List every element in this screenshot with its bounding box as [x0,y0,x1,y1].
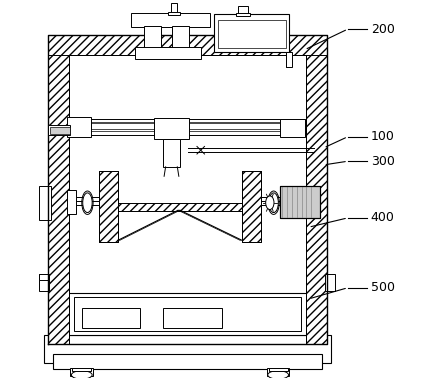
Bar [242,171,261,242]
Bar [168,12,180,15]
Text: 300: 300 [371,155,395,168]
Bar [269,368,288,371]
Bar [54,354,322,369]
Bar [67,293,308,335]
Bar [44,335,331,363]
Bar [70,119,305,135]
Bar [50,127,70,134]
Bar [70,368,93,376]
Bar [99,171,118,242]
Bar [163,308,222,329]
Text: 400: 400 [371,211,395,224]
Bar [72,368,91,371]
Bar [242,171,261,242]
Bar [39,274,49,280]
Bar [48,35,69,344]
Text: 100: 100 [371,130,395,143]
Bar [236,13,250,16]
Bar [131,13,210,27]
Bar [118,203,242,211]
Bar [325,274,335,291]
Bar [163,138,180,167]
Bar [48,35,327,55]
Bar [118,203,242,211]
Bar [267,368,289,376]
Bar [67,190,76,214]
Bar [280,186,320,218]
Ellipse shape [268,371,288,379]
Bar [280,186,320,218]
Text: 500: 500 [371,281,395,294]
Ellipse shape [83,193,92,213]
Text: 200: 200 [371,22,395,36]
Bar [154,118,190,138]
Bar [144,26,161,48]
Bar [39,274,49,291]
Bar [99,171,118,242]
Bar [280,119,305,137]
Bar [238,6,248,14]
Bar [214,14,289,52]
Bar [172,26,190,48]
Ellipse shape [269,193,278,213]
Bar [82,308,140,329]
Ellipse shape [71,371,92,379]
Bar [48,125,70,135]
Bar [67,117,91,138]
Bar [218,20,286,48]
Bar [39,186,51,220]
Ellipse shape [266,196,274,210]
Bar [307,35,327,344]
Bar [74,297,301,331]
Bar [286,52,292,67]
Bar [171,3,177,13]
Bar [135,47,201,59]
